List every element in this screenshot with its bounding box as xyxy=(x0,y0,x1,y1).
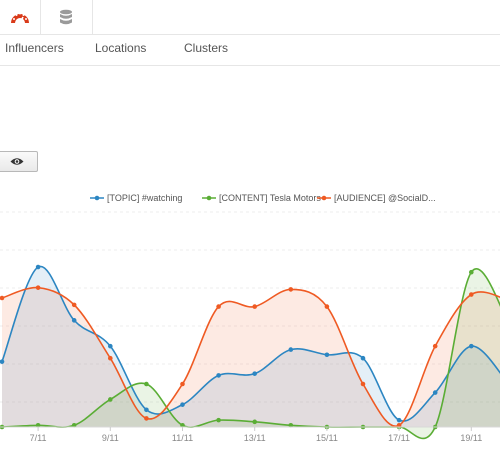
data-point-topic[interactable] xyxy=(71,318,77,323)
data-point-topic[interactable] xyxy=(216,373,221,378)
legend-label-content: [CONTENT] Tesla Motors xyxy=(219,193,321,203)
tab-influencers[interactable]: Influencers xyxy=(5,41,64,55)
data-point-topic[interactable] xyxy=(288,347,294,352)
x-tick-label: 15/11 xyxy=(316,433,338,443)
data-point-content[interactable] xyxy=(469,269,474,275)
database-nav-button[interactable] xyxy=(40,0,93,34)
data-point-audience[interactable] xyxy=(469,292,474,297)
top-icon-bar xyxy=(0,0,500,35)
legend-label-topic: [TOPIC] #watching xyxy=(107,193,183,203)
legend-swatch-audience xyxy=(317,195,331,201)
eye-icon xyxy=(10,158,24,165)
data-point-content[interactable] xyxy=(216,417,221,423)
data-point-topic[interactable] xyxy=(252,371,257,376)
data-point-audience[interactable] xyxy=(71,302,77,308)
data-point-audience[interactable] xyxy=(180,381,185,387)
legend-swatch-topic xyxy=(90,195,104,201)
data-point-audience[interactable] xyxy=(108,355,113,361)
x-tick-label: 19/11 xyxy=(460,433,482,443)
data-point-audience[interactable] xyxy=(0,295,5,301)
speedometer-icon xyxy=(11,12,29,24)
data-point-topic[interactable] xyxy=(144,407,149,413)
data-point-audience[interactable] xyxy=(324,304,330,309)
data-point-topic[interactable] xyxy=(35,264,41,270)
area-topic xyxy=(2,266,500,427)
x-tick-label: 7/11 xyxy=(30,433,47,443)
data-point-topic[interactable] xyxy=(108,343,113,349)
x-tick-label: 13/11 xyxy=(244,433,266,443)
data-point-topic[interactable] xyxy=(180,402,185,407)
data-point-audience[interactable] xyxy=(288,287,294,292)
data-point-topic[interactable] xyxy=(324,352,330,358)
data-point-content[interactable] xyxy=(252,419,257,425)
data-point-topic[interactable] xyxy=(360,355,366,361)
series-line-content xyxy=(1,268,500,440)
data-point-content[interactable] xyxy=(71,422,77,428)
data-point-audience[interactable] xyxy=(35,285,41,290)
data-point-topic[interactable] xyxy=(0,359,5,364)
tab-bar: Influencers Locations Clusters xyxy=(0,35,500,66)
area-audience xyxy=(2,287,500,427)
tab-clusters[interactable]: Clusters xyxy=(184,41,229,55)
data-point-content[interactable] xyxy=(144,381,149,387)
data-point-content[interactable] xyxy=(180,422,185,428)
toggle-visibility-button[interactable] xyxy=(0,151,38,172)
data-point-topic[interactable] xyxy=(432,390,438,395)
data-point-audience[interactable] xyxy=(144,416,149,421)
legend-swatch-content xyxy=(202,195,216,201)
data-point-audience[interactable] xyxy=(252,304,257,309)
legend-label-audience: [AUDIENCE] @SocialD... xyxy=(334,193,436,203)
database-icon xyxy=(60,9,72,24)
data-point-audience[interactable] xyxy=(396,422,402,428)
data-point-audience[interactable] xyxy=(216,304,221,309)
area-content xyxy=(2,269,500,439)
legend-item-audience[interactable]: [AUDIENCE] @SocialD... xyxy=(317,193,436,203)
data-point-topic[interactable] xyxy=(396,417,402,423)
data-point-content[interactable] xyxy=(288,422,294,428)
data-point-content[interactable] xyxy=(35,422,41,428)
data-point-content[interactable] xyxy=(108,397,113,402)
data-point-topic[interactable] xyxy=(469,343,474,349)
data-point-audience[interactable] xyxy=(432,343,438,349)
dashboard-nav-button[interactable] xyxy=(0,0,41,34)
x-tick-label: 17/11 xyxy=(388,433,410,443)
legend-item-topic[interactable]: [TOPIC] #watching xyxy=(90,193,182,203)
legend-item-content[interactable]: [CONTENT] Tesla Motors xyxy=(202,193,321,203)
x-tick-label: 9/11 xyxy=(102,433,119,443)
x-tick-label: 11/11 xyxy=(172,433,193,443)
tab-locations[interactable]: Locations xyxy=(95,41,147,55)
data-point-audience[interactable] xyxy=(360,381,366,387)
